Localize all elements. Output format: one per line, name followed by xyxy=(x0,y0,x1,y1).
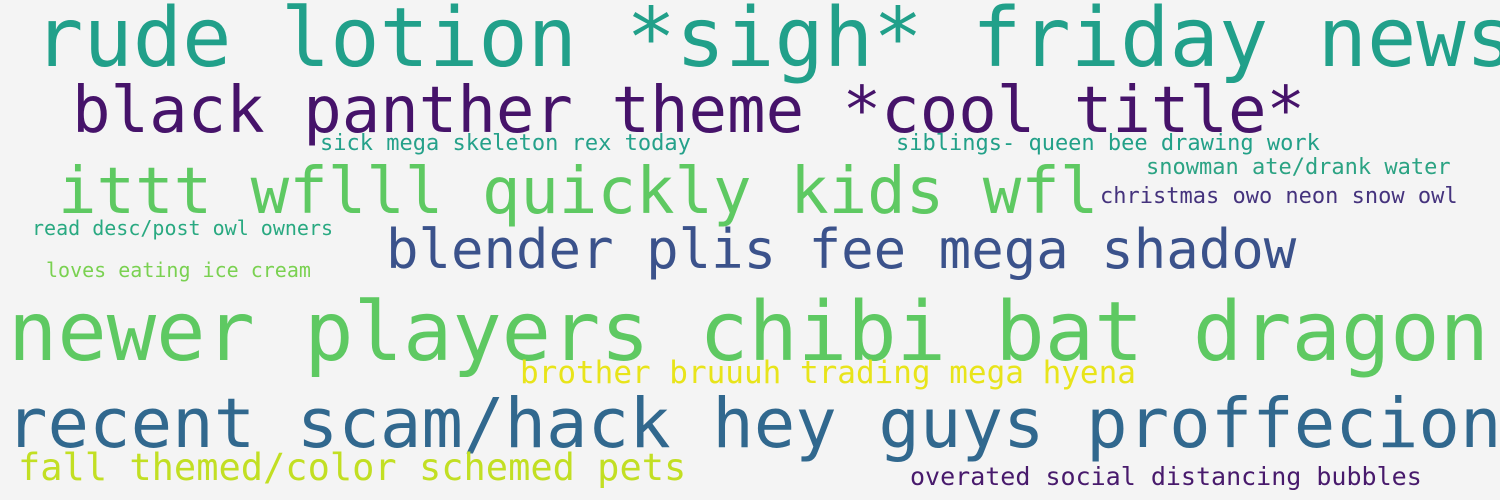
word-christmas-owo: christmas owo neon snow owl xyxy=(1100,184,1458,209)
word-ittt-wflll: ittt wflll quickly kids wfl xyxy=(58,155,1099,229)
word-read-desc: read desc/post owl owners xyxy=(32,216,334,240)
word-snowman: snowman ate/drank water xyxy=(1146,155,1451,180)
word-black-panther: black panther theme *cool title* xyxy=(72,74,1305,148)
word-recent-scam: recent scam/hack hey guys proffecional xyxy=(6,384,1500,464)
word-blender-plis: blender plis fee mega shadow xyxy=(386,218,1297,281)
word-siblings-queen-bee: siblings- queen bee drawing work xyxy=(896,131,1320,156)
word-sick-mega-skeleton: sick mega skeleton rex today xyxy=(320,131,691,156)
word-rude-lotion: rude lotion *sigh* friday news xyxy=(34,0,1500,86)
word-overated-social: overated social distancing bubbles xyxy=(910,462,1422,491)
word-loves-eating: loves eating ice cream xyxy=(46,258,311,282)
word-newer-players: newer players chibi bat dragon xyxy=(8,285,1490,380)
word-fall-themed: fall themed/color schemed pets xyxy=(18,446,687,489)
word-brother-bruuuh: brother bruuuh trading mega hyena xyxy=(520,355,1136,391)
